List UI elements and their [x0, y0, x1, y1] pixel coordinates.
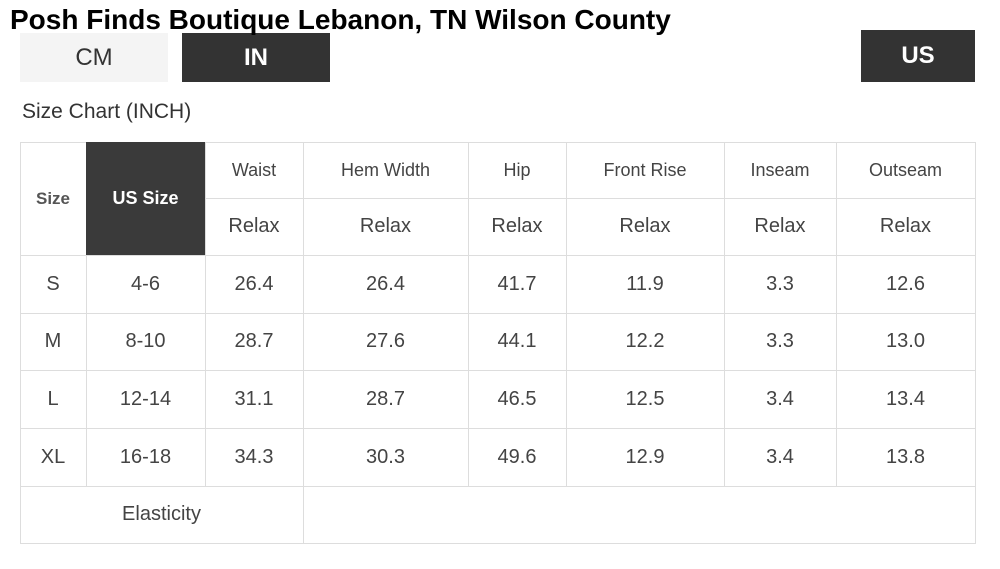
header-cell: Outseam — [836, 142, 976, 199]
table-cell: 27.6 — [303, 313, 469, 371]
unit-button[interactable]: CM — [20, 33, 168, 82]
header-cell: Hip — [468, 142, 567, 199]
table-cell: L — [20, 370, 87, 429]
header-cell: Hem Width — [303, 142, 469, 199]
table-cell: 46.5 — [468, 370, 567, 429]
table-cell: 3.4 — [724, 428, 837, 487]
empty-cell — [303, 486, 976, 544]
table-cell: 41.7 — [468, 255, 567, 314]
caption: Size Chart (INCH) — [22, 100, 192, 123]
table-cell: 12.9 — [566, 428, 725, 487]
table-cell: 12.6 — [836, 255, 976, 314]
table-cell: 12-14 — [86, 370, 206, 429]
table-cell: 8-10 — [86, 313, 206, 371]
table-cell: 26.4 — [303, 255, 469, 314]
table-cell: 3.3 — [724, 255, 837, 314]
header-cell: Inseam — [724, 142, 837, 199]
table-cell: 26.4 — [205, 255, 304, 314]
table-cell: 44.1 — [468, 313, 567, 371]
table-cell: 12.2 — [566, 313, 725, 371]
table-cell: 31.1 — [205, 370, 304, 429]
table-cell: 28.7 — [205, 313, 304, 371]
subheader-cell: Relax — [724, 198, 837, 256]
table-cell: 16-18 — [86, 428, 206, 487]
table-cell: 4-6 — [86, 255, 206, 314]
table-cell: 13.4 — [836, 370, 976, 429]
table-cell: M — [20, 313, 87, 371]
header-cell: Size — [20, 142, 87, 256]
table-cell: 3.4 — [724, 370, 837, 429]
page-title: Posh Finds Boutique Lebanon, TN Wilson C… — [10, 4, 671, 35]
table-cell: 3.3 — [724, 313, 837, 371]
table-cell: 49.6 — [468, 428, 567, 487]
table-cell: 11.9 — [566, 255, 725, 314]
header-cell: US Size — [86, 142, 206, 256]
table-cell: 12.5 — [566, 370, 725, 429]
table-cell: 13.0 — [836, 313, 976, 371]
header-cell: Waist — [205, 142, 304, 199]
size-table — [20, 142, 976, 544]
table-cell: 34.3 — [205, 428, 304, 487]
footer-cell: Elasticity — [20, 486, 304, 544]
subheader-cell: Relax — [566, 198, 725, 256]
subheader-cell: Relax — [205, 198, 304, 256]
table-cell: S — [20, 255, 87, 314]
table-cell: 28.7 — [303, 370, 469, 429]
table-cell: XL — [20, 428, 87, 487]
subheader-cell: Relax — [303, 198, 469, 256]
region-button[interactable]: US — [861, 30, 975, 82]
unit-button[interactable]: IN — [182, 33, 330, 82]
header-cell: Front Rise — [566, 142, 725, 199]
table-cell: 13.8 — [836, 428, 976, 487]
table-cell: 30.3 — [303, 428, 469, 487]
subheader-cell: Relax — [836, 198, 976, 256]
subheader-cell: Relax — [468, 198, 567, 256]
